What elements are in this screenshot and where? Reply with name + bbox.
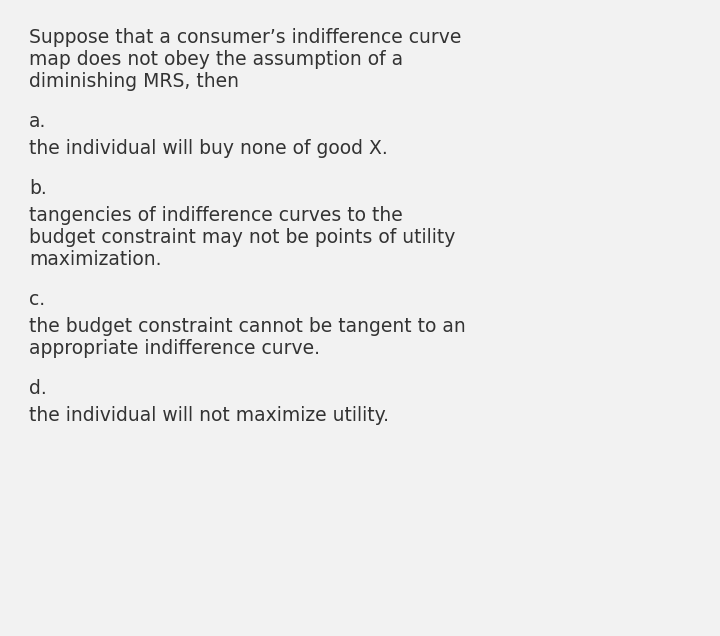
- Text: the individual will not maximize utility.: the individual will not maximize utility…: [29, 406, 389, 425]
- Text: appropriate indifference curve.: appropriate indifference curve.: [29, 339, 320, 358]
- Text: tangencies of indifference curves to the: tangencies of indifference curves to the: [29, 206, 402, 225]
- Text: the individual will buy none of good X.: the individual will buy none of good X.: [29, 139, 387, 158]
- Text: the budget constraint cannot be tangent to an: the budget constraint cannot be tangent …: [29, 317, 466, 336]
- Text: a.: a.: [29, 112, 46, 131]
- Text: c.: c.: [29, 290, 45, 309]
- Text: budget constraint may not be points of utility: budget constraint may not be points of u…: [29, 228, 455, 247]
- Text: map does not obey the assumption of a: map does not obey the assumption of a: [29, 50, 403, 69]
- Text: d.: d.: [29, 379, 47, 398]
- Text: diminishing MRS, then: diminishing MRS, then: [29, 72, 239, 91]
- Text: b.: b.: [29, 179, 47, 198]
- Text: maximization.: maximization.: [29, 250, 161, 269]
- Text: Suppose that a consumer’s indifference curve: Suppose that a consumer’s indifference c…: [29, 28, 462, 47]
